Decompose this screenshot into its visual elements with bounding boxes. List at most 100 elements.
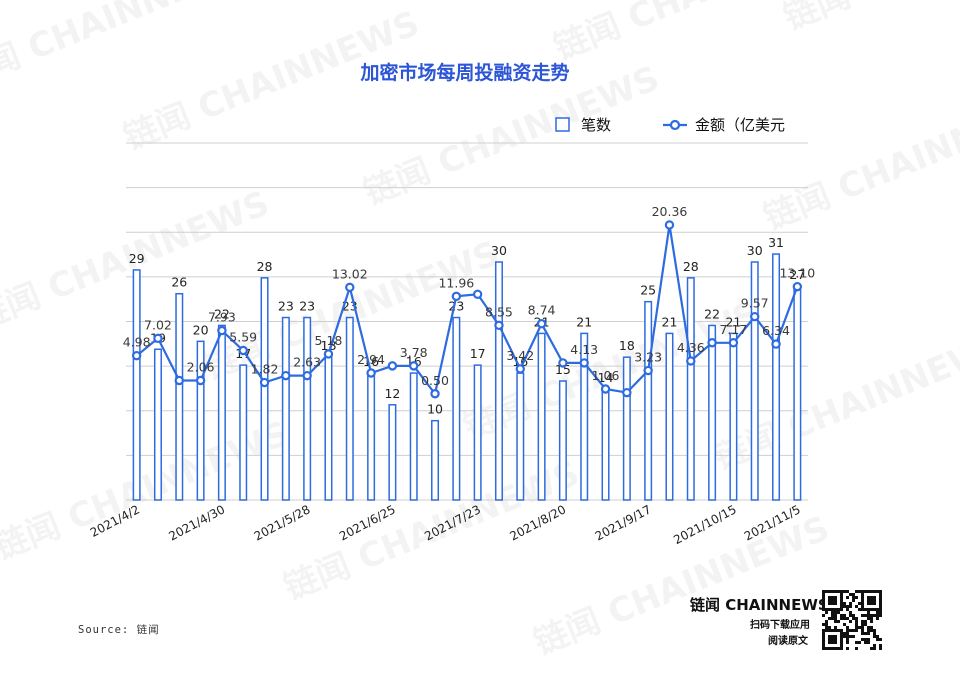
- line-point: [345, 282, 355, 293]
- qr-module: [831, 617, 834, 620]
- legend-bar-label: 笔数: [581, 116, 611, 134]
- qr-module: [867, 626, 870, 629]
- line-value-label: 3.42: [506, 348, 534, 363]
- qr-module: [870, 614, 873, 617]
- line-point: [579, 358, 589, 368]
- qr-module: [849, 602, 852, 605]
- line-point: [430, 389, 440, 399]
- bar: [452, 316, 461, 501]
- bar: [665, 332, 674, 501]
- bar: [686, 277, 695, 501]
- qr-module: [825, 611, 828, 614]
- qr-module: [870, 629, 873, 632]
- qr-module: [825, 623, 828, 626]
- bar: [431, 419, 440, 501]
- qr-module: [852, 596, 855, 599]
- bar: [196, 340, 205, 501]
- bar: [324, 356, 333, 501]
- line-value-label: 1.06: [592, 368, 620, 383]
- qr-module: [843, 623, 846, 626]
- bar: [153, 348, 162, 501]
- bar-value-label: 28: [257, 259, 273, 274]
- line-value-label: 7.93: [208, 310, 236, 325]
- bar-value-label: 30: [747, 243, 763, 258]
- line-path: [136, 224, 799, 397]
- qr-module: [840, 614, 843, 617]
- bar-value-label: 22: [214, 306, 230, 321]
- line-point: [409, 361, 419, 371]
- qr-module: [879, 611, 882, 614]
- bar: [409, 372, 418, 501]
- bar-value-label: 21: [662, 314, 678, 329]
- line-point: [686, 356, 696, 366]
- qr-module: [873, 614, 876, 617]
- qr-module: [867, 611, 870, 614]
- line-point: [451, 291, 462, 302]
- line-value-label: 0.50: [421, 373, 449, 388]
- line-point: [153, 333, 163, 344]
- bar-value-label: 20: [193, 322, 209, 337]
- qr-module: [846, 608, 849, 611]
- qr-module: [846, 632, 849, 635]
- line-value-label: 13.02: [332, 266, 368, 281]
- x-tick-label: 2021/5/28: [252, 502, 313, 543]
- bar-value-label: 23: [299, 299, 315, 314]
- line-point: [366, 368, 376, 378]
- qr-module: [879, 638, 882, 641]
- qr-module: [855, 590, 858, 593]
- qr-module: [864, 614, 867, 617]
- qr-module: [858, 608, 861, 611]
- qr-module: [873, 629, 876, 632]
- qr-module: [849, 629, 852, 632]
- line-point: [622, 387, 632, 398]
- qr-module: [855, 605, 858, 608]
- qr-module: [867, 638, 870, 641]
- bar: [516, 372, 525, 501]
- line-value-label: 9.57: [741, 296, 769, 311]
- qr-module: [867, 629, 870, 632]
- qr-module: [876, 614, 879, 617]
- line-value-label: 8.55: [485, 304, 513, 319]
- qr-code-icon[interactable]: [822, 590, 882, 650]
- line-value-label: 2.63: [293, 355, 321, 370]
- qr-module: [849, 614, 852, 617]
- qr-module: [849, 620, 852, 623]
- line-point: [238, 345, 248, 356]
- qr-module: [846, 629, 849, 632]
- line-value-label: 4.36: [677, 340, 705, 355]
- qr-module: [855, 641, 858, 644]
- bar: [239, 364, 248, 501]
- qr-module: [834, 617, 837, 620]
- bar-value-label: 21: [725, 314, 741, 329]
- qr-module: [873, 647, 876, 650]
- qr-module: [870, 617, 873, 620]
- line-point: [174, 375, 184, 386]
- qr-finder-ring: [822, 590, 843, 611]
- legend: 笔数 金额（亿美元: [555, 116, 785, 134]
- qr-module: [846, 647, 849, 650]
- qr-finder-ring: [822, 629, 843, 650]
- qr-module: [864, 632, 867, 635]
- qr-module: [870, 620, 873, 623]
- bar-value-label: 15: [555, 362, 571, 377]
- qr-module: [837, 611, 840, 614]
- qr-finder-center: [867, 596, 876, 605]
- bar-value-label: 26: [171, 275, 187, 290]
- bar-value-label: 12: [384, 386, 400, 401]
- qr-module: [861, 620, 864, 623]
- qr-module: [822, 623, 825, 626]
- line-point: [131, 350, 142, 361]
- qr-module: [843, 590, 846, 593]
- bar-value-label: 10: [427, 402, 443, 417]
- bar: [303, 316, 312, 501]
- qr-module: [870, 626, 873, 629]
- qr-module: [864, 620, 867, 623]
- qr-module: [852, 617, 855, 620]
- qr-module: [855, 620, 858, 623]
- qr-module: [855, 626, 858, 629]
- qr-module: [843, 617, 846, 620]
- qr-module: [855, 629, 858, 632]
- line-value-label: 13.10: [779, 266, 815, 281]
- bar-value-label: 14: [598, 370, 614, 385]
- qr-module: [855, 623, 858, 626]
